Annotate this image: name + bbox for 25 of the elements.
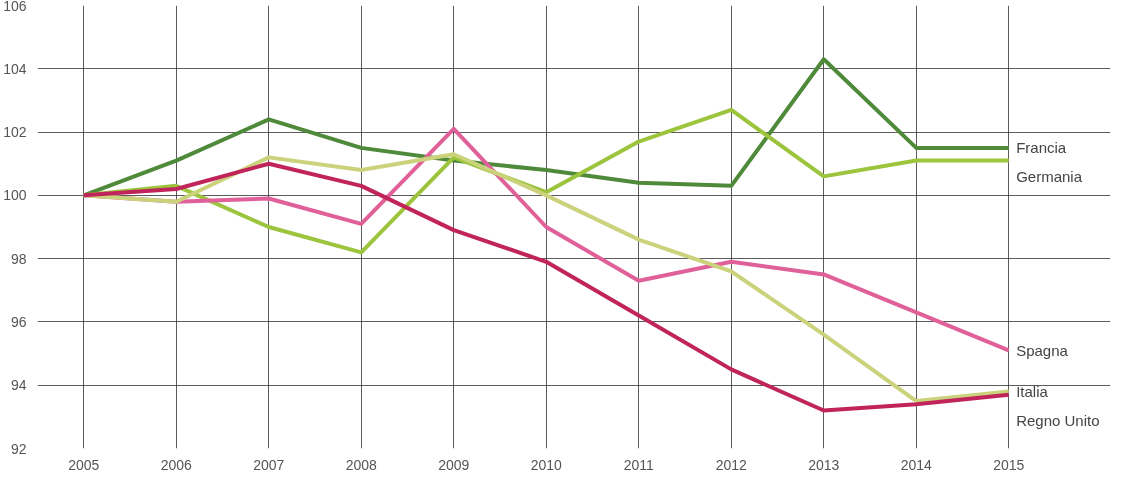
- series-label: Italia: [1016, 383, 1049, 401]
- x-tick-label: 2012: [715, 456, 748, 473]
- y-tick-label: 100: [3, 187, 27, 204]
- x-tick-label: 2010: [530, 456, 563, 473]
- x-tick-label: 2013: [808, 456, 840, 473]
- x-tick-label: 2011: [623, 456, 655, 473]
- x-tick-label: 2006: [160, 456, 193, 473]
- y-tick-label: 104: [3, 60, 27, 77]
- y-tick-label: 96: [10, 313, 27, 330]
- y-tick-label: 98: [10, 250, 27, 267]
- series-label: Francia: [1016, 139, 1067, 157]
- x-tick-label: 2009: [438, 456, 470, 473]
- y-tick-label: 102: [3, 124, 27, 141]
- series-label: Regno Unito: [1016, 411, 1100, 429]
- line-series: [81, 57, 1011, 198]
- y-tick-label: 94: [10, 377, 27, 394]
- y-tick-label: 106: [3, 0, 27, 14]
- x-tick-label: 2005: [68, 456, 100, 473]
- series-label: Germania: [1016, 167, 1083, 185]
- y-tick-label: 92: [10, 440, 27, 457]
- x-tick-label: 2007: [253, 456, 285, 473]
- x-tick-label: 2008: [345, 456, 378, 473]
- series-label: Spagna: [1016, 341, 1069, 359]
- x-tick-label: 2014: [900, 456, 933, 473]
- x-tick-label: 2015: [993, 456, 1025, 473]
